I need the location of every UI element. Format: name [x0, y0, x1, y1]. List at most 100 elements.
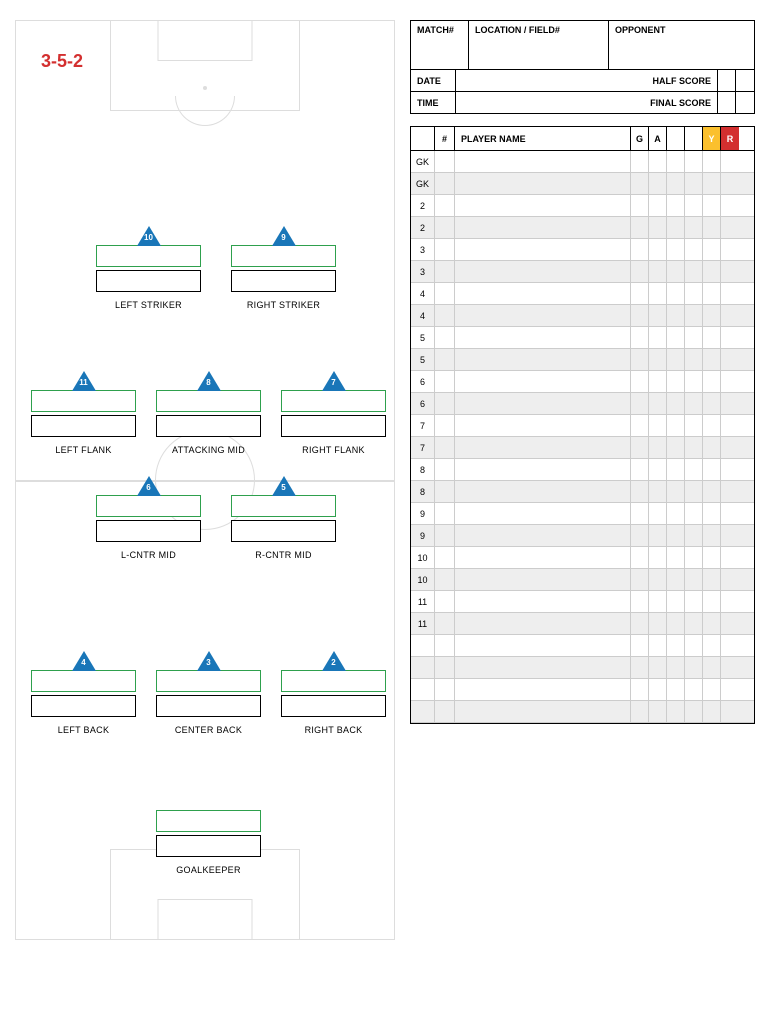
row-stat2-input[interactable] — [685, 261, 703, 282]
row-goals-input[interactable] — [631, 415, 649, 436]
row-stat2-input[interactable] — [685, 151, 703, 172]
row-name-input[interactable] — [455, 503, 631, 524]
row-red-input[interactable] — [721, 415, 739, 436]
row-stat2-input[interactable] — [685, 195, 703, 216]
row-stat1-input[interactable] — [667, 635, 685, 656]
row-yellow-input[interactable] — [703, 349, 721, 370]
row-name-input[interactable] — [455, 547, 631, 568]
row-stat1-input[interactable] — [667, 393, 685, 414]
player-name-input[interactable] — [156, 390, 261, 412]
row-num-input[interactable] — [435, 591, 455, 612]
row-assists-input[interactable] — [649, 217, 667, 238]
row-num-input[interactable] — [435, 415, 455, 436]
player-name-input[interactable] — [281, 670, 386, 692]
row-goals-input[interactable] — [631, 481, 649, 502]
row-num-input[interactable] — [435, 635, 455, 656]
row-num-input[interactable] — [435, 701, 455, 722]
row-num-input[interactable] — [435, 481, 455, 502]
row-num-input[interactable] — [435, 459, 455, 480]
row-assists-input[interactable] — [649, 393, 667, 414]
row-num-input[interactable] — [435, 613, 455, 634]
row-red-input[interactable] — [721, 591, 739, 612]
row-goals-input[interactable] — [631, 547, 649, 568]
row-assists-input[interactable] — [649, 305, 667, 326]
row-num-input[interactable] — [435, 239, 455, 260]
row-stat2-input[interactable] — [685, 239, 703, 260]
row-stat2-input[interactable] — [685, 437, 703, 458]
row-num-input[interactable] — [435, 195, 455, 216]
row-stat2-input[interactable] — [685, 459, 703, 480]
row-stat2-input[interactable] — [685, 393, 703, 414]
row-goals-input[interactable] — [631, 283, 649, 304]
row-stat1-input[interactable] — [667, 261, 685, 282]
match-num-label[interactable]: MATCH# — [411, 21, 469, 69]
row-red-input[interactable] — [721, 679, 739, 700]
row-red-input[interactable] — [721, 459, 739, 480]
row-yellow-input[interactable] — [703, 547, 721, 568]
row-assists-input[interactable] — [649, 261, 667, 282]
row-num-input[interactable] — [435, 437, 455, 458]
player-name-input[interactable] — [31, 390, 136, 412]
row-stat2-input[interactable] — [685, 217, 703, 238]
row-assists-input[interactable] — [649, 679, 667, 700]
final-score-1[interactable] — [718, 92, 736, 113]
row-stat1-input[interactable] — [667, 327, 685, 348]
row-red-input[interactable] — [721, 701, 739, 722]
row-goals-input[interactable] — [631, 591, 649, 612]
row-assists-input[interactable] — [649, 701, 667, 722]
row-yellow-input[interactable] — [703, 393, 721, 414]
row-yellow-input[interactable] — [703, 195, 721, 216]
row-num-input[interactable] — [435, 679, 455, 700]
row-red-input[interactable] — [721, 547, 739, 568]
row-yellow-input[interactable] — [703, 459, 721, 480]
player-sub-input[interactable] — [31, 415, 136, 437]
half-score-1[interactable] — [718, 70, 736, 91]
row-name-input[interactable] — [455, 437, 631, 458]
row-yellow-input[interactable] — [703, 591, 721, 612]
player-sub-input[interactable] — [96, 270, 201, 292]
row-red-input[interactable] — [721, 305, 739, 326]
row-num-input[interactable] — [435, 569, 455, 590]
row-stat1-input[interactable] — [667, 283, 685, 304]
row-stat1-input[interactable] — [667, 657, 685, 678]
row-goals-input[interactable] — [631, 437, 649, 458]
row-goals-input[interactable] — [631, 261, 649, 282]
final-score-2[interactable] — [736, 92, 754, 113]
row-assists-input[interactable] — [649, 525, 667, 546]
player-sub-input[interactable] — [156, 695, 261, 717]
row-name-input[interactable] — [455, 239, 631, 260]
row-name-input[interactable] — [455, 283, 631, 304]
row-red-input[interactable] — [721, 635, 739, 656]
row-name-input[interactable] — [455, 679, 631, 700]
row-yellow-input[interactable] — [703, 239, 721, 260]
row-yellow-input[interactable] — [703, 525, 721, 546]
row-num-input[interactable] — [435, 151, 455, 172]
row-name-input[interactable] — [455, 635, 631, 656]
row-num-input[interactable] — [435, 525, 455, 546]
row-name-input[interactable] — [455, 195, 631, 216]
row-stat1-input[interactable] — [667, 569, 685, 590]
row-assists-input[interactable] — [649, 591, 667, 612]
row-yellow-input[interactable] — [703, 173, 721, 194]
row-num-input[interactable] — [435, 327, 455, 348]
row-yellow-input[interactable] — [703, 371, 721, 392]
row-name-input[interactable] — [455, 393, 631, 414]
row-stat1-input[interactable] — [667, 415, 685, 436]
row-stat2-input[interactable] — [685, 679, 703, 700]
row-name-input[interactable] — [455, 701, 631, 722]
player-sub-input[interactable] — [231, 270, 336, 292]
row-name-input[interactable] — [455, 261, 631, 282]
row-assists-input[interactable] — [649, 481, 667, 502]
row-assists-input[interactable] — [649, 349, 667, 370]
row-goals-input[interactable] — [631, 195, 649, 216]
row-yellow-input[interactable] — [703, 481, 721, 502]
row-goals-input[interactable] — [631, 635, 649, 656]
row-goals-input[interactable] — [631, 349, 649, 370]
row-red-input[interactable] — [721, 349, 739, 370]
row-num-input[interactable] — [435, 217, 455, 238]
row-num-input[interactable] — [435, 503, 455, 524]
row-stat1-input[interactable] — [667, 547, 685, 568]
row-assists-input[interactable] — [649, 173, 667, 194]
row-goals-input[interactable] — [631, 239, 649, 260]
row-stat2-input[interactable] — [685, 525, 703, 546]
